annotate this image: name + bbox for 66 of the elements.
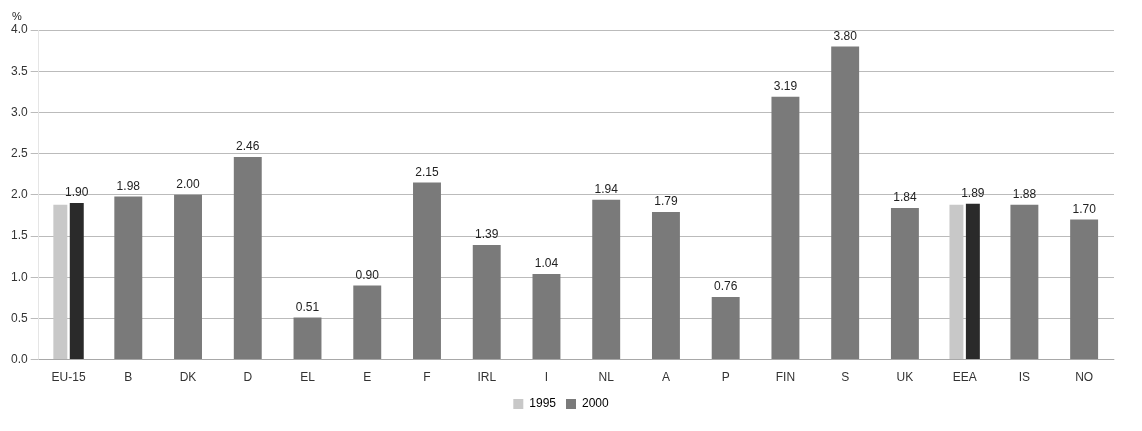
y-tick-label: 0.5	[10, 310, 28, 325]
y-tick-label: 2.5	[10, 145, 28, 160]
bar	[711, 296, 740, 360]
x-tick-label: IRL	[477, 370, 497, 385]
data-label: 1.39	[475, 227, 499, 242]
bar	[831, 46, 860, 360]
bar	[293, 317, 322, 360]
bar	[413, 182, 441, 360]
bar	[949, 204, 964, 360]
data-label: 1.70	[1072, 201, 1097, 216]
data-label: 0.76	[714, 279, 738, 294]
x-tick-label: FIN	[775, 370, 796, 385]
x-tick-label: F	[423, 370, 431, 385]
x-tick-label: EEA	[952, 370, 977, 385]
bar	[771, 96, 800, 360]
bar	[114, 196, 143, 360]
y-tick-label: 1.0	[10, 269, 28, 284]
bar	[472, 245, 501, 360]
x-tick-label: EU-15	[51, 370, 86, 385]
bar	[233, 156, 262, 360]
y-tick-label: 0.0	[10, 351, 28, 366]
legend-label: 1995	[529, 396, 557, 411]
data-label: 3.80	[833, 28, 858, 43]
data-label: 2.15	[415, 164, 439, 179]
y-tick-label: 1.5	[10, 228, 28, 243]
x-tick-label: NO	[1075, 370, 1094, 385]
data-label: 3.19	[773, 79, 798, 94]
y-axis-title: %	[12, 9, 22, 22]
x-tick-label: I	[544, 370, 549, 385]
data-label: 1.90	[65, 185, 89, 200]
x-tick-label: S	[841, 370, 850, 385]
bar	[174, 194, 202, 360]
x-tick-label: D	[243, 370, 253, 385]
bar	[53, 204, 68, 360]
x-tick-label: A	[661, 370, 670, 385]
bar	[592, 199, 621, 360]
bar	[890, 207, 919, 360]
x-tick-label: P	[721, 370, 730, 385]
data-label: 1.04	[534, 256, 559, 271]
data-label: 2.46	[236, 139, 260, 154]
x-tick-label: DK	[179, 370, 197, 385]
data-label: 1.89	[961, 186, 985, 201]
data-label: 1.94	[594, 182, 619, 197]
x-tick-label: UK	[896, 370, 914, 385]
bar	[353, 285, 382, 360]
bar	[532, 273, 561, 360]
data-label: 1.79	[654, 194, 678, 209]
data-label: 0.90	[355, 267, 380, 282]
bar	[651, 212, 680, 360]
x-tick-label: EL	[300, 370, 316, 385]
bar	[1010, 204, 1039, 360]
data-label: 1.88	[1012, 187, 1037, 201]
x-tick-label: NL	[598, 370, 615, 385]
x-tick-label: E	[363, 370, 372, 385]
x-tick-label: IS	[1018, 370, 1031, 385]
data-label: 0.51	[295, 299, 320, 314]
bar	[1070, 219, 1099, 360]
data-label: 1.84	[893, 190, 917, 205]
y-tick-label: 4.0	[10, 22, 28, 37]
y-tick-label: 3.5	[10, 63, 28, 78]
legend-label: 2000	[582, 396, 610, 411]
y-tick-label: 3.0	[10, 104, 28, 119]
y-tick-label: 2.0	[10, 187, 28, 202]
x-tick-label: B	[124, 370, 133, 385]
data-label: 2.00	[176, 177, 201, 192]
data-label: 1.98	[116, 178, 141, 193]
